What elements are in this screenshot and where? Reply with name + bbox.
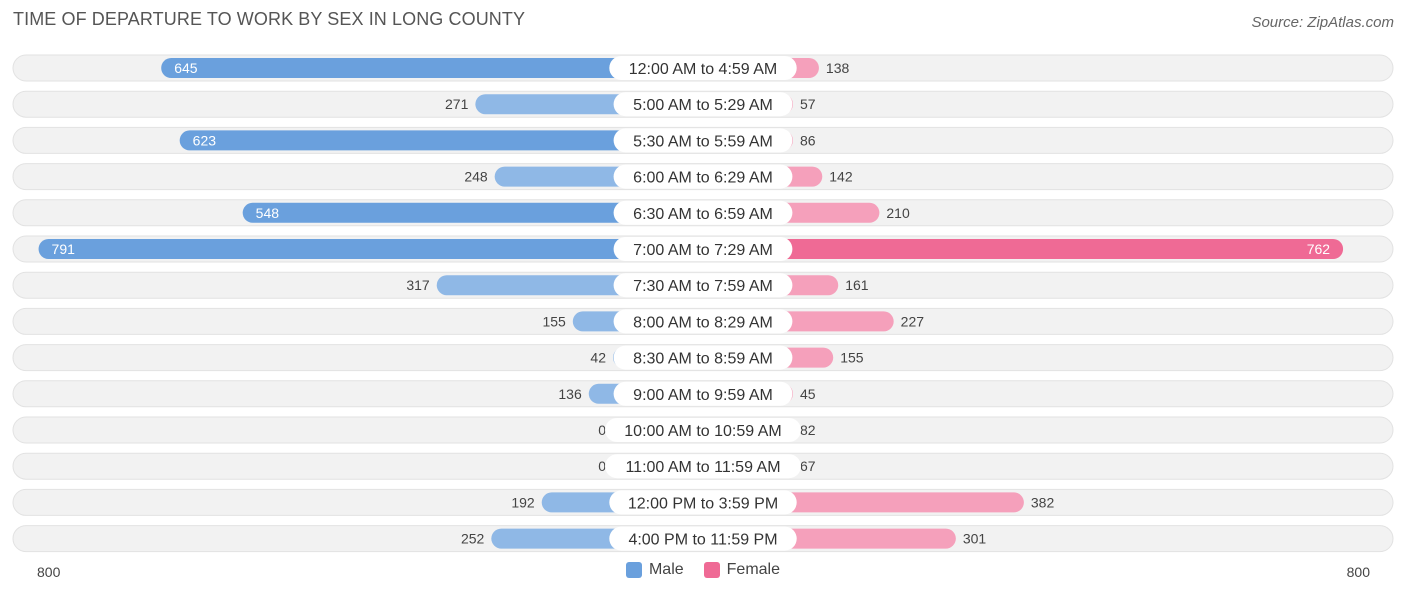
category-label: 7:00 AM to 7:29 AM — [633, 242, 773, 259]
male-bar — [161, 58, 703, 78]
category-label: 12:00 PM to 3:59 PM — [628, 495, 778, 512]
category-label: 12:00 AM to 4:59 AM — [629, 61, 778, 78]
male-value-label: 623 — [193, 132, 217, 148]
category-label: 6:00 AM to 6:29 AM — [633, 170, 773, 187]
legend-female: Female — [703, 561, 781, 579]
source-label: Source: ZipAtlas.com — [1251, 14, 1394, 31]
male-value-label: 645 — [174, 60, 198, 76]
male-bar — [179, 130, 703, 151]
male-value-label: 317 — [406, 277, 430, 293]
category-pill — [613, 200, 793, 225]
category-pill — [613, 273, 793, 298]
female-value-label: 142 — [829, 169, 853, 185]
category-label: 11:00 AM to 11:59 AM — [625, 459, 780, 476]
legend-male: Male — [625, 561, 684, 579]
female-value-label: 86 — [800, 132, 816, 148]
female-value-label: 301 — [963, 531, 987, 547]
male-value-label: 252 — [461, 531, 485, 547]
category-label: 8:30 AM to 8:59 AM — [633, 351, 773, 368]
female-value-label: 155 — [840, 350, 864, 366]
category-pill — [613, 237, 793, 261]
female-value-label: 161 — [845, 277, 869, 293]
category-label: 10:00 AM to 10:59 AM — [624, 423, 781, 440]
female-value-label: 210 — [886, 205, 910, 221]
male-value-label: 42 — [590, 350, 606, 366]
male-value-label: 271 — [445, 96, 469, 112]
male-value-label: 548 — [256, 205, 280, 221]
female-value-label: 57 — [800, 96, 816, 112]
legend-male-label: Male — [648, 561, 684, 578]
male-bar — [38, 239, 704, 259]
category-pill — [613, 309, 793, 334]
category-label: 5:30 AM to 5:59 AM — [633, 133, 773, 150]
category-label: 9:00 AM to 9:59 AM — [633, 387, 773, 404]
female-value-label: 227 — [901, 313, 925, 329]
category-pill — [613, 381, 793, 406]
legend: Male Female — [0, 561, 1406, 579]
axis-label-left: 800 — [37, 564, 61, 580]
legend-male-swatch — [625, 562, 642, 578]
male-value-label: 791 — [52, 241, 76, 257]
category-pill — [613, 128, 793, 153]
category-pill — [605, 418, 801, 442]
category-pill — [613, 92, 793, 117]
male-value-label: 136 — [558, 386, 582, 402]
category-pill — [609, 490, 797, 515]
category-pill — [613, 164, 793, 189]
category-label: 8:00 AM to 8:29 AM — [633, 314, 773, 331]
female-value-label: 762 — [1307, 241, 1331, 257]
category-pill — [609, 56, 797, 80]
male-value-label: 192 — [511, 494, 535, 510]
chart-title: TIME OF DEPARTURE TO WORK BY SEX IN LONG… — [13, 9, 526, 29]
female-value-label: 382 — [1031, 494, 1055, 510]
category-pill — [609, 526, 797, 551]
category-pill — [613, 345, 793, 370]
category-pill — [605, 454, 801, 479]
male-bar — [242, 202, 703, 223]
female-value-label: 138 — [826, 60, 850, 76]
female-bar — [703, 239, 1344, 259]
legend-female-swatch — [703, 562, 720, 578]
category-label: 5:00 AM to 5:29 AM — [633, 97, 773, 114]
male-value-label: 155 — [542, 313, 566, 329]
male-value-label: 0 — [598, 458, 606, 474]
female-value-label: 45 — [800, 386, 816, 402]
female-value-label: 67 — [800, 458, 816, 474]
category-label: 7:30 AM to 7:59 AM — [633, 278, 773, 295]
category-label: 4:00 PM to 11:59 PM — [628, 532, 777, 549]
male-value-label: 0 — [598, 422, 606, 438]
category-label: 6:30 AM to 6:59 AM — [633, 206, 773, 223]
male-value-label: 248 — [464, 169, 488, 185]
female-value-label: 82 — [800, 422, 816, 438]
legend-female-label: Female — [726, 561, 781, 578]
axis-label-right: 800 — [1347, 564, 1371, 580]
